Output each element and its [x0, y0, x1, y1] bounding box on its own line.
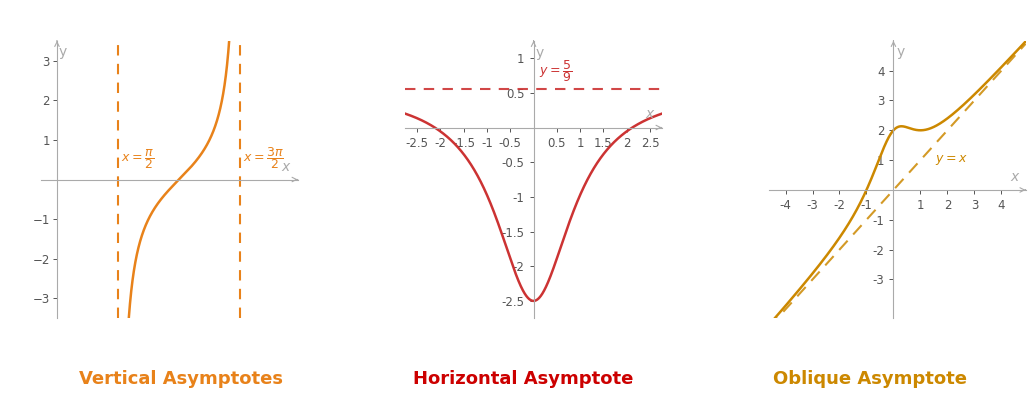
- Text: $y = x$: $y = x$: [936, 153, 968, 166]
- Text: $y = \dfrac{5}{9}$: $y = \dfrac{5}{9}$: [539, 58, 572, 84]
- Text: $x = \dfrac{\pi}{2}$: $x = \dfrac{\pi}{2}$: [121, 147, 154, 171]
- Text: $x$: $x$: [1009, 170, 1020, 184]
- Text: y: y: [59, 45, 67, 59]
- Text: $x$: $x$: [281, 160, 292, 173]
- Text: Oblique Asymptote: Oblique Asymptote: [773, 370, 968, 388]
- Text: Horizontal Asymptote: Horizontal Asymptote: [413, 370, 633, 388]
- Text: Vertical Asymptotes: Vertical Asymptotes: [80, 370, 283, 388]
- Text: $x = \dfrac{3\pi}{2}$: $x = \dfrac{3\pi}{2}$: [243, 145, 284, 171]
- Text: y: y: [536, 47, 544, 60]
- Text: $x$: $x$: [645, 106, 656, 121]
- Text: y: y: [896, 45, 904, 59]
